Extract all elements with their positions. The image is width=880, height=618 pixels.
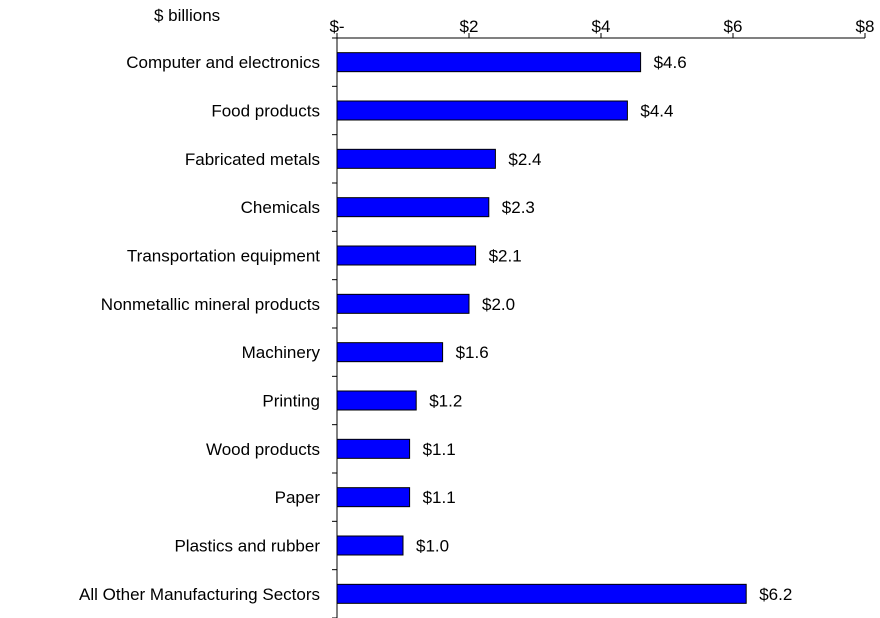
data-label: $1.6 xyxy=(456,343,489,362)
unit-label: $ billions xyxy=(154,6,221,25)
category-label: Paper xyxy=(275,488,321,507)
category-label: Food products xyxy=(211,102,320,121)
x-tick-label: $2 xyxy=(460,17,479,36)
category-label: Fabricated metals xyxy=(185,150,320,169)
category-label: Wood products xyxy=(206,440,320,459)
data-label: $2.0 xyxy=(482,295,515,314)
data-label: $1.1 xyxy=(423,488,456,507)
data-label: $1.0 xyxy=(416,537,449,556)
bar xyxy=(336,293,470,314)
category-label: Plastics and rubber xyxy=(174,537,320,556)
category-label: Printing xyxy=(262,392,320,411)
category-label: All Other Manufacturing Sectors xyxy=(79,585,320,604)
x-tick-label: $6 xyxy=(724,17,743,36)
data-label: $2.3 xyxy=(502,198,535,217)
x-tick-label: $4 xyxy=(592,17,611,36)
category-label: Machinery xyxy=(242,343,321,362)
data-label: $1.2 xyxy=(429,392,462,411)
x-tick-label: $- xyxy=(329,17,344,36)
bar xyxy=(336,100,628,121)
data-label: $6.2 xyxy=(759,585,792,604)
category-label: Transportation equipment xyxy=(127,247,320,266)
bar xyxy=(336,390,417,411)
data-label: $4.4 xyxy=(640,102,673,121)
bar xyxy=(336,245,477,266)
category-label: Computer and electronics xyxy=(126,53,320,72)
category-label: Chemicals xyxy=(241,198,320,217)
bar-layer xyxy=(336,52,747,604)
data-label: $1.1 xyxy=(423,440,456,459)
bar xyxy=(336,148,496,169)
bar xyxy=(336,197,490,218)
bar xyxy=(336,342,444,363)
x-tick-label: $8 xyxy=(856,17,875,36)
axis-layer xyxy=(332,33,866,618)
bar xyxy=(336,535,404,556)
bar xyxy=(336,52,642,73)
data-label: $4.6 xyxy=(654,53,687,72)
bar xyxy=(336,487,411,508)
data-label: $2.1 xyxy=(489,247,522,266)
bar xyxy=(336,583,747,604)
data-label: $2.4 xyxy=(508,150,541,169)
category-label: Nonmetallic mineral products xyxy=(101,295,320,314)
label-layer: $- $2 $4 $6 $8 Computer and electronics $4.6 Fo… xyxy=(79,17,874,604)
bar xyxy=(336,438,411,459)
